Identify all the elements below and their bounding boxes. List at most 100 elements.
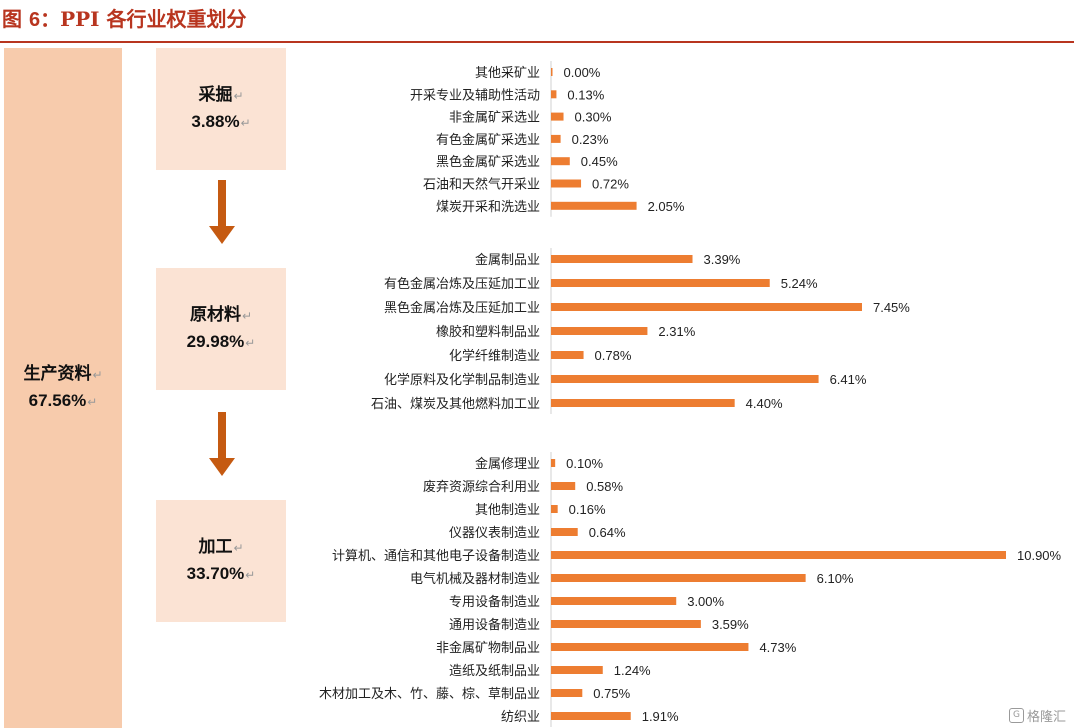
category-label: 专用设备制造业 xyxy=(449,594,540,610)
category-label: 橡胶和塑料制品业 xyxy=(436,324,540,340)
category-label: 化学原料及化学制品制造业 xyxy=(384,372,540,388)
bar xyxy=(551,157,570,166)
category-label: 木材加工及木、竹、藤、棕、草制品业 xyxy=(319,687,540,702)
category-label: 电气机械及器材制造业 xyxy=(410,571,540,587)
data-label: 0.78% xyxy=(595,348,632,363)
data-label: 0.00% xyxy=(564,65,601,80)
category-label: 仪器仪表制造业 xyxy=(449,526,540,541)
data-label: 2.05% xyxy=(648,199,685,214)
bar xyxy=(551,459,556,467)
bar xyxy=(551,597,677,605)
bar xyxy=(551,551,1006,559)
category-label: 开采专业及辅助性活动 xyxy=(410,88,540,103)
down-arrow-icon xyxy=(209,412,235,476)
bar xyxy=(551,255,693,263)
category-label: 有色金属冶炼及压延加工业 xyxy=(384,276,540,292)
means-of-production-box: 生产资料↵ 67.56%↵ xyxy=(4,48,122,728)
category-label: 金属修理业 xyxy=(475,456,540,472)
group-raw-materials-label: 原材料↵ xyxy=(189,305,253,325)
figure-title-separator: ： xyxy=(40,7,61,31)
watermark-text: 格隆汇 xyxy=(1026,710,1066,725)
bar xyxy=(551,712,631,720)
category-label: 其他采矿业 xyxy=(475,66,540,81)
figure-title-text: PPI 各行业权重划分 xyxy=(60,7,247,31)
bar xyxy=(551,179,582,188)
bar xyxy=(551,134,561,143)
means-of-production-value: 67.56%↵ xyxy=(28,391,98,410)
bar xyxy=(551,201,637,210)
data-label: 1.91% xyxy=(642,709,679,724)
group-processing-label: 加工↵ xyxy=(198,537,244,557)
category-label: 黑色金属矿采选业 xyxy=(436,154,540,170)
bar xyxy=(551,620,701,628)
category-label: 煤炭开采和洗选业 xyxy=(436,200,540,215)
bar xyxy=(551,68,553,76)
bar xyxy=(551,327,648,335)
figure-title-prefix: 图 xyxy=(2,7,22,31)
bar xyxy=(551,528,578,536)
data-label: 6.10% xyxy=(817,571,854,586)
category-label: 金属制品业 xyxy=(475,252,540,268)
data-label: 10.90% xyxy=(1017,548,1062,563)
group-box-processing: 加工↵ 33.70%↵ xyxy=(156,500,286,622)
data-label: 4.73% xyxy=(759,640,796,655)
data-label: 4.40% xyxy=(746,396,783,411)
category-label: 其他制造业 xyxy=(475,503,540,518)
data-label: 5.24% xyxy=(781,276,818,291)
bar xyxy=(551,90,557,99)
group-raw-materials-value: 29.98%↵ xyxy=(186,332,256,351)
data-label: 0.75% xyxy=(593,686,630,701)
category-label: 非金属矿采选业 xyxy=(449,110,540,126)
down-arrow-icon xyxy=(209,180,235,244)
data-label: 0.23% xyxy=(572,132,609,147)
bar xyxy=(551,574,806,582)
category-label: 黑色金属冶炼及压延加工业 xyxy=(384,300,540,316)
bar xyxy=(551,351,584,359)
group-mining-value: 3.88%↵ xyxy=(191,112,251,131)
category-label: 计算机、通信和其他电子设备制造业 xyxy=(332,548,540,564)
category-label: 通用设备制造业 xyxy=(449,617,540,633)
bar xyxy=(551,399,735,407)
category-label: 非金属矿物制品业 xyxy=(436,640,540,656)
data-label: 6.41% xyxy=(830,372,867,387)
data-label: 3.59% xyxy=(712,617,749,632)
data-label: 0.72% xyxy=(592,177,629,192)
data-label: 0.13% xyxy=(567,87,604,102)
bar xyxy=(551,303,862,311)
data-label: 0.64% xyxy=(589,525,626,540)
figure-title-number: 6 xyxy=(28,9,41,31)
bar xyxy=(551,689,583,697)
means-of-production-label: 生产资料↵ xyxy=(23,364,103,384)
category-label: 化学纤维制造业 xyxy=(449,348,540,364)
data-label: 2.31% xyxy=(658,324,695,339)
category-label: 有色金属矿采选业 xyxy=(436,132,540,148)
data-label: 0.16% xyxy=(569,502,606,517)
category-label: 石油和天然气开采业 xyxy=(423,177,540,193)
data-label: 3.00% xyxy=(687,594,724,609)
bar xyxy=(551,643,749,651)
data-label: 0.45% xyxy=(581,154,618,169)
data-label: 0.10% xyxy=(566,456,603,471)
group-processing-value: 33.70%↵ xyxy=(186,564,256,583)
bar xyxy=(551,112,564,121)
data-label: 0.30% xyxy=(575,110,612,125)
title-divider xyxy=(0,41,1074,43)
group-box-raw-materials: 原材料↵ 29.98%↵ xyxy=(156,268,286,390)
category-label: 造纸及纸制品业 xyxy=(449,664,540,679)
category-label: 纺织业 xyxy=(501,710,540,725)
data-label: 7.45% xyxy=(873,300,910,315)
category-label: 废弃资源综合利用业 xyxy=(423,479,540,495)
data-label: 1.24% xyxy=(614,663,651,678)
category-label: 石油、煤炭及其他燃料加工业 xyxy=(371,396,540,412)
watermark-logo-icon: G xyxy=(1008,708,1024,723)
bar xyxy=(551,482,576,490)
data-label: 0.58% xyxy=(586,479,623,494)
bar xyxy=(551,666,603,674)
bar xyxy=(551,375,819,383)
group-mining-label: 采掘↵ xyxy=(198,85,244,105)
group-box-mining: 采掘↵ 3.88%↵ xyxy=(156,48,286,170)
watermark: G 格隆汇 xyxy=(1008,706,1066,725)
figure-title: 图 6：PPI 各行业权重划分 xyxy=(2,4,247,34)
bar xyxy=(551,505,558,513)
